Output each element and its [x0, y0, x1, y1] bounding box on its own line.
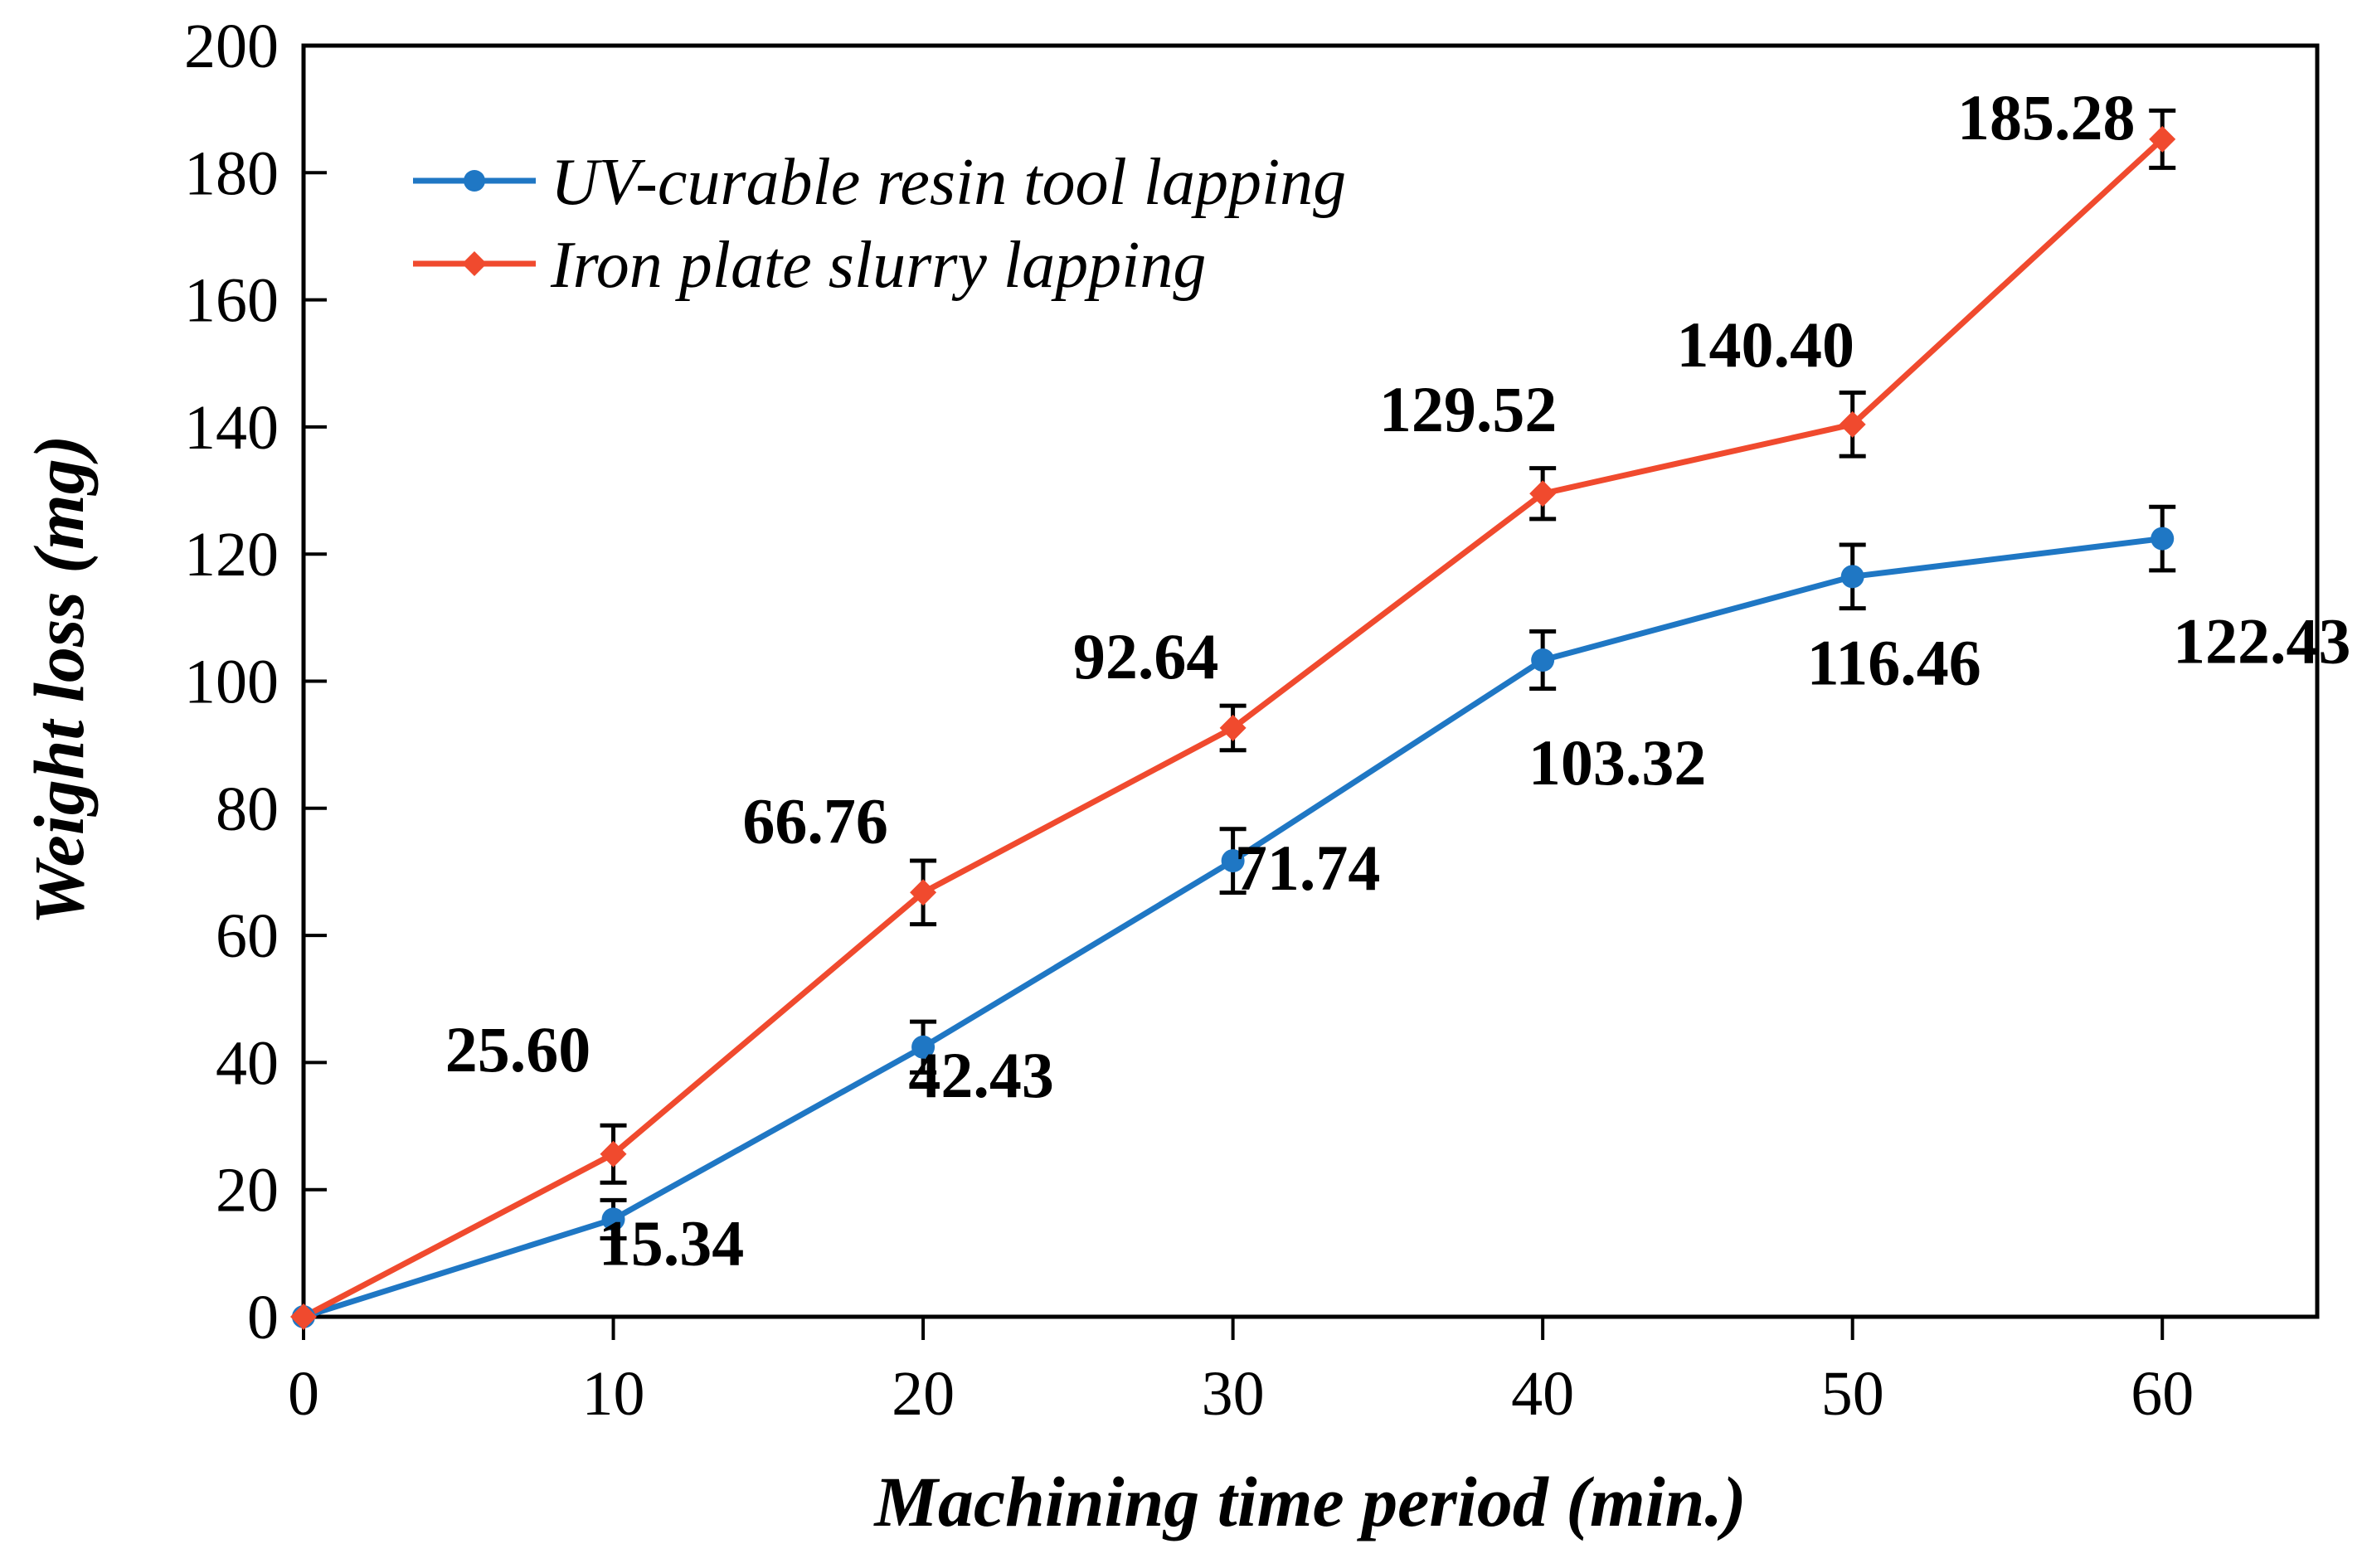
y-tick-label: 80 [216, 774, 279, 844]
data-point [2151, 527, 2175, 551]
y-tick-label: 60 [216, 901, 279, 971]
x-tick-label: 0 [288, 1359, 319, 1429]
y-tick-label: 200 [184, 12, 279, 81]
x-axis: 0 10 20 30 40 50 60 [288, 1317, 2194, 1429]
data-label: 42.43 [908, 1039, 1054, 1111]
data-point [1529, 480, 1557, 507]
data-point [910, 879, 937, 906]
data-point [2149, 125, 2176, 153]
y-tick-label: 180 [184, 138, 279, 208]
data-label: 66.76 [742, 784, 888, 857]
y-tick-label: 120 [184, 520, 279, 590]
data-label: 185.28 [1957, 81, 2136, 153]
data-point [1531, 648, 1555, 672]
plot-area [301, 43, 2320, 1319]
data-point [911, 1035, 936, 1059]
data-label: 15.34 [599, 1206, 745, 1279]
y-tick-label: 20 [216, 1156, 279, 1226]
data-label: 71.74 [1235, 832, 1381, 904]
x-tick-label: 10 [582, 1359, 645, 1429]
x-tick-label: 50 [1821, 1359, 1884, 1429]
y-tick-label: 40 [216, 1028, 279, 1098]
data-label: 140.40 [1676, 308, 1854, 381]
data-labels: 15.34 42.43 71.74 103.32 116.46 122.43 25.60 66… [445, 81, 2351, 1279]
y-tick-label: 160 [184, 266, 279, 336]
data-label: 122.43 [2173, 605, 2351, 677]
series-layer [290, 108, 2176, 1330]
data-point [1219, 714, 1247, 741]
data-label: 129.52 [1379, 373, 1558, 445]
legend: UV-curable resin tool lapping Iron plate … [413, 146, 1346, 302]
data-label: 103.32 [1528, 726, 1707, 799]
y-axis: 0 20 40 60 80 100 120 140 160 180 200 [184, 12, 327, 1352]
y-tick-label: 100 [184, 648, 279, 717]
y-axis-title: Weight loss (mg) [19, 435, 99, 925]
y-tick-label: 140 [184, 393, 279, 463]
data-point [1840, 565, 1864, 589]
data-point [1221, 849, 1245, 873]
legend-marker [462, 251, 487, 276]
x-tick-label: 60 [2131, 1359, 2194, 1429]
data-point [1839, 410, 1866, 438]
data-label: 116.46 [1807, 626, 1981, 698]
legend-label: UV-curable resin tool lapping [551, 146, 1346, 219]
x-tick-label: 30 [1202, 1359, 1265, 1429]
data-point [290, 1303, 317, 1330]
data-label: 92.64 [1073, 620, 1219, 692]
x-tick-label: 20 [892, 1359, 955, 1429]
data-point [600, 1140, 627, 1168]
x-tick-label: 40 [1511, 1359, 1574, 1429]
data-point [601, 1207, 625, 1231]
x-axis-title: Machining time period (min.) [872, 1462, 1746, 1541]
y-tick-label: 0 [247, 1283, 279, 1352]
legend-marker [464, 170, 485, 192]
legend-label: Iron plate slurry lapping [550, 229, 1206, 302]
data-label: 25.60 [445, 1013, 591, 1085]
